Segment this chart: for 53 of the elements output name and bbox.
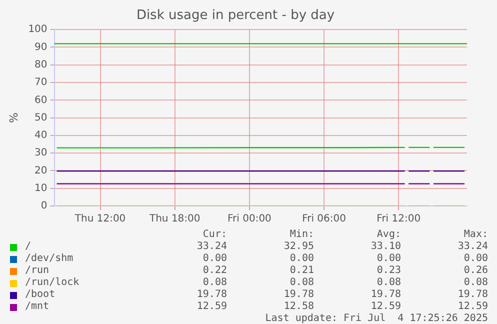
text: 0.08 bbox=[202, 277, 227, 289]
y-tick-label: 100 bbox=[28, 24, 48, 36]
text: 0.26 bbox=[462, 265, 488, 277]
text: 19.78 bbox=[456, 289, 488, 301]
x-tick-label: Fri 06:00 bbox=[302, 214, 346, 225]
legend-label: /dev/shm bbox=[25, 253, 74, 265]
text: Min: bbox=[288, 229, 314, 241]
text: 0.08 bbox=[462, 277, 488, 289]
text: 12.59 bbox=[196, 301, 227, 313]
text: 33.10 bbox=[370, 241, 401, 253]
text: Cur: bbox=[202, 229, 227, 241]
text: 0.08 bbox=[376, 277, 401, 289]
y-tick-label: 50 bbox=[34, 112, 48, 124]
text: 12.58 bbox=[282, 301, 314, 313]
text: Last update: Fri Jul 4 17:25:26 2025 bbox=[264, 313, 488, 324]
y-tick-label: 80 bbox=[34, 59, 48, 70]
text: 19.78 bbox=[282, 289, 314, 301]
y-tick-label: 30 bbox=[34, 148, 48, 159]
text: 0.23 bbox=[376, 265, 401, 277]
text: 0.08 bbox=[288, 277, 314, 289]
legend-label: /boot bbox=[25, 289, 56, 301]
y-tick-label: 70 bbox=[34, 77, 48, 88]
text: Max: bbox=[462, 229, 488, 241]
text: 19.78 bbox=[370, 289, 401, 301]
x-tick-label: Fri 00:00 bbox=[227, 214, 272, 225]
text: 33.24 bbox=[456, 241, 488, 253]
text: 0.00 bbox=[202, 253, 227, 265]
text: 32.95 bbox=[282, 241, 314, 253]
text: 12.59 bbox=[370, 301, 401, 313]
y-tick-label: 60 bbox=[34, 94, 48, 106]
legend-label: /mnt bbox=[25, 301, 50, 313]
x-tick-label: Thu 12:00 bbox=[74, 214, 126, 225]
text: 0.00 bbox=[288, 253, 314, 265]
text: 19.78 bbox=[196, 289, 227, 301]
text: 33.24 bbox=[196, 241, 227, 253]
legend-label: /run bbox=[25, 265, 50, 277]
legend-label: /run/lock bbox=[25, 277, 80, 289]
y-axis-title: % bbox=[7, 112, 20, 124]
text: 0.21 bbox=[288, 265, 314, 277]
x-tick-label: Fri 12:00 bbox=[376, 214, 421, 225]
text: 12.59 bbox=[456, 301, 488, 313]
y-tick-label: 90 bbox=[34, 42, 48, 53]
y-tick-label: 0 bbox=[40, 200, 48, 212]
text: 0.00 bbox=[462, 253, 488, 265]
text: 0.22 bbox=[202, 265, 227, 277]
chart-title: Disk usage in percent - by day bbox=[136, 8, 335, 24]
y-tick-label: 20 bbox=[34, 165, 48, 176]
y-tick-label: 10 bbox=[34, 182, 48, 194]
legend-label: / bbox=[25, 241, 32, 253]
x-tick-label: Thu 18:00 bbox=[148, 214, 200, 225]
text: 0.00 bbox=[376, 253, 401, 265]
y-tick-label: 40 bbox=[34, 130, 48, 142]
text: Avg: bbox=[376, 229, 401, 241]
